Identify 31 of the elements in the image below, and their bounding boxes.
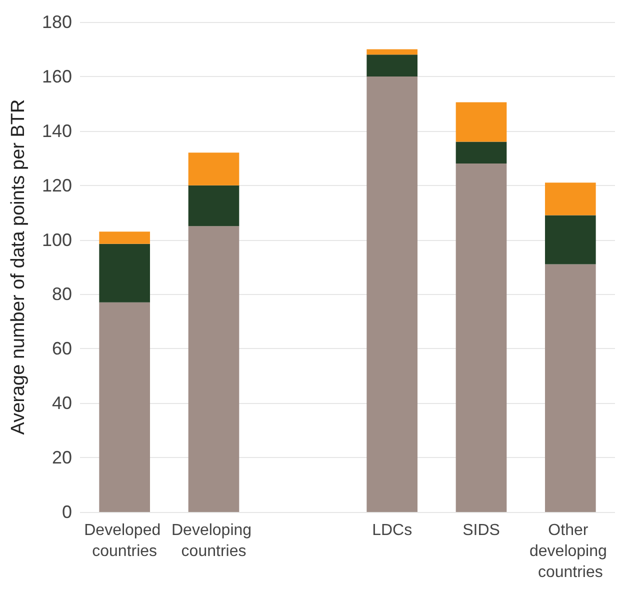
bar <box>545 182 596 216</box>
bar <box>99 232 150 244</box>
bar <box>188 152 240 186</box>
bar <box>545 215 596 264</box>
x-tick-label: Other developing countries <box>529 522 612 581</box>
y-tick-label: 60 <box>52 338 72 359</box>
y-tick-label: 160 <box>42 66 72 86</box>
y-tick-label: 180 <box>42 12 72 32</box>
bar <box>456 142 507 164</box>
x-tick-label: LDCs <box>372 522 412 539</box>
y-tick-label: 140 <box>42 120 72 141</box>
y-tick-label: 40 <box>52 393 72 414</box>
y-tick-label: 20 <box>52 448 72 468</box>
bar <box>188 226 240 512</box>
y-tick-label: 100 <box>42 230 72 250</box>
y-axis-title: Average number of data points per BTR <box>8 99 29 435</box>
bar <box>545 264 596 512</box>
y-tick-label: 0 <box>62 502 72 522</box>
bar <box>99 302 150 512</box>
bar <box>456 164 507 512</box>
y-tick-label: 80 <box>52 284 72 304</box>
bar <box>99 244 150 302</box>
x-tick-label: Developed countries <box>84 522 166 560</box>
x-tick-label: Developing countries <box>172 522 256 560</box>
bar <box>366 76 418 512</box>
bar <box>188 185 240 226</box>
bar <box>456 102 507 142</box>
bar <box>366 54 418 76</box>
x-tick-label: SIDS <box>462 522 500 539</box>
y-tick-label: 120 <box>42 175 72 196</box>
bar <box>366 49 418 55</box>
